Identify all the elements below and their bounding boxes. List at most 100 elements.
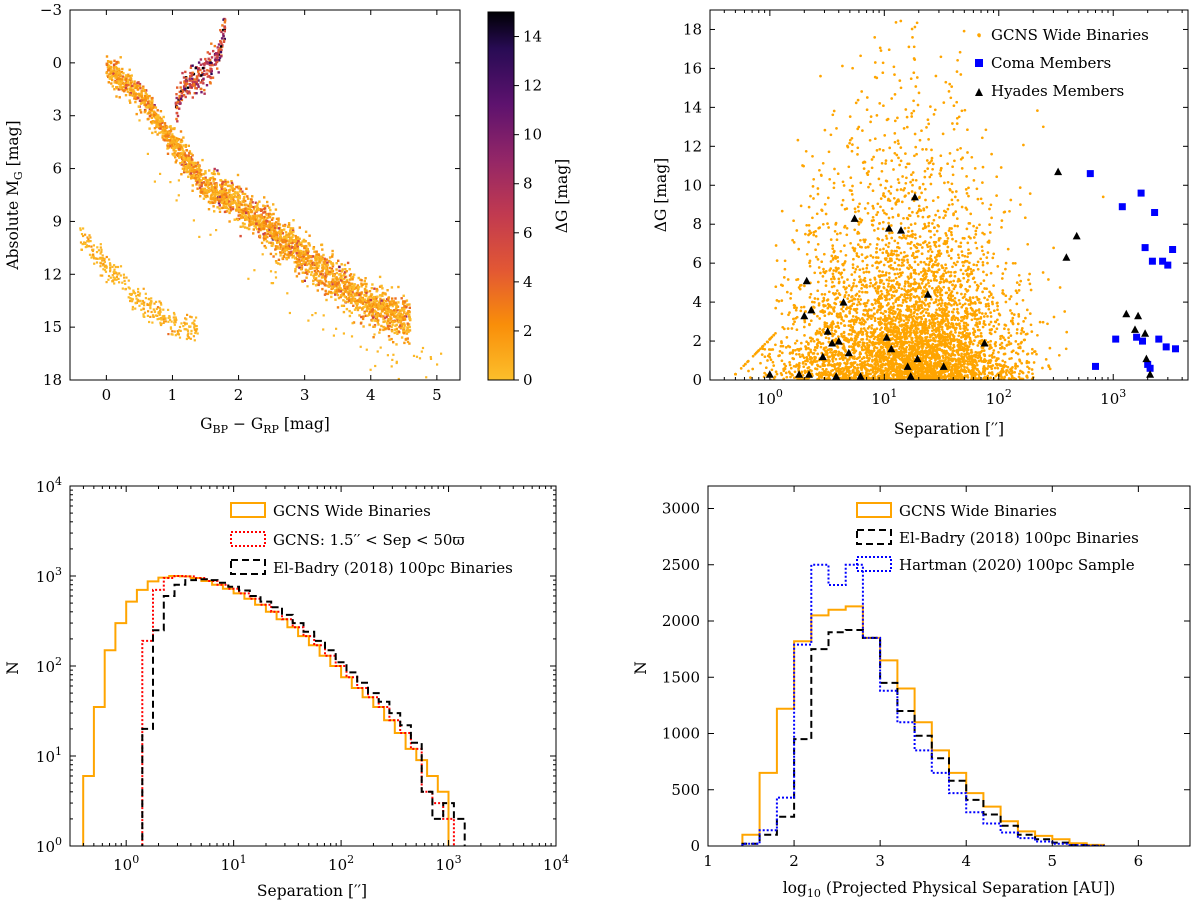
- cmd-point: [377, 308, 380, 311]
- gcns-point: [849, 176, 853, 180]
- cmd-point: [246, 226, 249, 230]
- cmd-point: [148, 127, 151, 130]
- cmd-point: [290, 246, 293, 249]
- cmd-point: [280, 229, 284, 232]
- gcns-point: [929, 182, 933, 186]
- cmd-point: [242, 200, 245, 204]
- gcns-point: [1001, 289, 1005, 292]
- cmd-point: [123, 76, 127, 79]
- gcns-point: [872, 207, 875, 210]
- gcns-point: [815, 329, 819, 333]
- gcns-point: [912, 314, 916, 318]
- cmd-point: [180, 146, 183, 150]
- cmd-point: [216, 193, 219, 196]
- gcns-point: [798, 361, 801, 365]
- gcns-point: [876, 256, 880, 259]
- cmd-point: [225, 196, 228, 199]
- cmd-point: [204, 176, 207, 179]
- cmd-point: [185, 337, 188, 341]
- cmd-point: [170, 146, 174, 149]
- cmd-point: [217, 172, 221, 176]
- cmd-point: [310, 259, 313, 262]
- cmd-point: [178, 329, 181, 332]
- gcns-point: [813, 297, 817, 300]
- gcns-point: [821, 300, 825, 303]
- cmd-point: [271, 227, 274, 230]
- cmd-point: [99, 274, 102, 277]
- gcns-point: [1022, 143, 1025, 147]
- cmd-point: [206, 191, 209, 195]
- cmd-point: [382, 315, 385, 318]
- cmd-point: [118, 272, 121, 275]
- gcns-point: [850, 149, 854, 153]
- cmd-point: [183, 163, 186, 166]
- cmd-point: [390, 325, 393, 329]
- cmd-point: [268, 230, 271, 233]
- cmd-point: [105, 62, 108, 65]
- cmd-point: [196, 187, 199, 190]
- cmd-point: [110, 77, 113, 80]
- cmd-point: [334, 293, 337, 296]
- cmd-point: [198, 179, 202, 183]
- gcns-point: [820, 376, 823, 379]
- cmd-point: [135, 85, 139, 89]
- cmd-point: [151, 120, 154, 123]
- cmd-point: [185, 149, 188, 152]
- cmd-point: [220, 198, 223, 201]
- cmd-point: [101, 274, 104, 277]
- cmd-point: [298, 258, 301, 261]
- cmd-point: [260, 208, 263, 212]
- cmd-point: [263, 244, 266, 248]
- cmd-point: [359, 322, 363, 325]
- cmd-point: [285, 235, 288, 238]
- cmd-point: [418, 357, 422, 360]
- cmd-point: [148, 320, 151, 324]
- cmd-point: [285, 237, 288, 240]
- cmd-point: [193, 339, 196, 342]
- cmd-point: [261, 253, 264, 256]
- cmd-point: [222, 28, 225, 32]
- cmd-point: [322, 253, 325, 257]
- cmd-point: [380, 324, 383, 328]
- cmd-point: [369, 307, 372, 311]
- gcns-point: [799, 309, 803, 313]
- cmd-point: [257, 230, 260, 234]
- cmd-point: [88, 253, 92, 256]
- cmd-point: [162, 321, 165, 324]
- cmd-point: [238, 196, 241, 200]
- cmd-point: [294, 268, 297, 271]
- cmd-point: [390, 303, 393, 306]
- gcns-point: [936, 288, 940, 292]
- cmd-point: [340, 304, 344, 307]
- cmd-point: [285, 248, 288, 252]
- cmd-point: [196, 168, 199, 171]
- cmd-point: [148, 109, 151, 113]
- cmd-point: [196, 172, 200, 175]
- gcns-point: [851, 184, 854, 188]
- gcns-point: [929, 230, 932, 233]
- cmd-point: [270, 231, 273, 235]
- cmd-point: [366, 314, 369, 317]
- cmd-point: [322, 265, 325, 268]
- cmd-point: [362, 315, 365, 318]
- cmd-point: [169, 130, 173, 133]
- cmd-point: [208, 178, 212, 182]
- cmd-point: [406, 328, 409, 331]
- gcns-point: [1026, 365, 1029, 369]
- cmd-point: [385, 321, 389, 325]
- cmd-point: [115, 75, 119, 79]
- cmd-point: [294, 270, 297, 273]
- cmd-point: [304, 230, 308, 233]
- cmd-axes-frame: [69, 9, 461, 381]
- cmd-point: [253, 216, 256, 220]
- cmd-point: [317, 254, 321, 257]
- gcns-point: [769, 358, 773, 362]
- cmd-point: [393, 328, 396, 331]
- cmd-point: [277, 258, 281, 261]
- cmd-point: [209, 64, 212, 67]
- cmd-point: [225, 205, 228, 208]
- cmd-point: [202, 177, 205, 180]
- cmd-point: [408, 316, 411, 319]
- cmd-point: [129, 76, 132, 80]
- cmd-point: [268, 226, 272, 230]
